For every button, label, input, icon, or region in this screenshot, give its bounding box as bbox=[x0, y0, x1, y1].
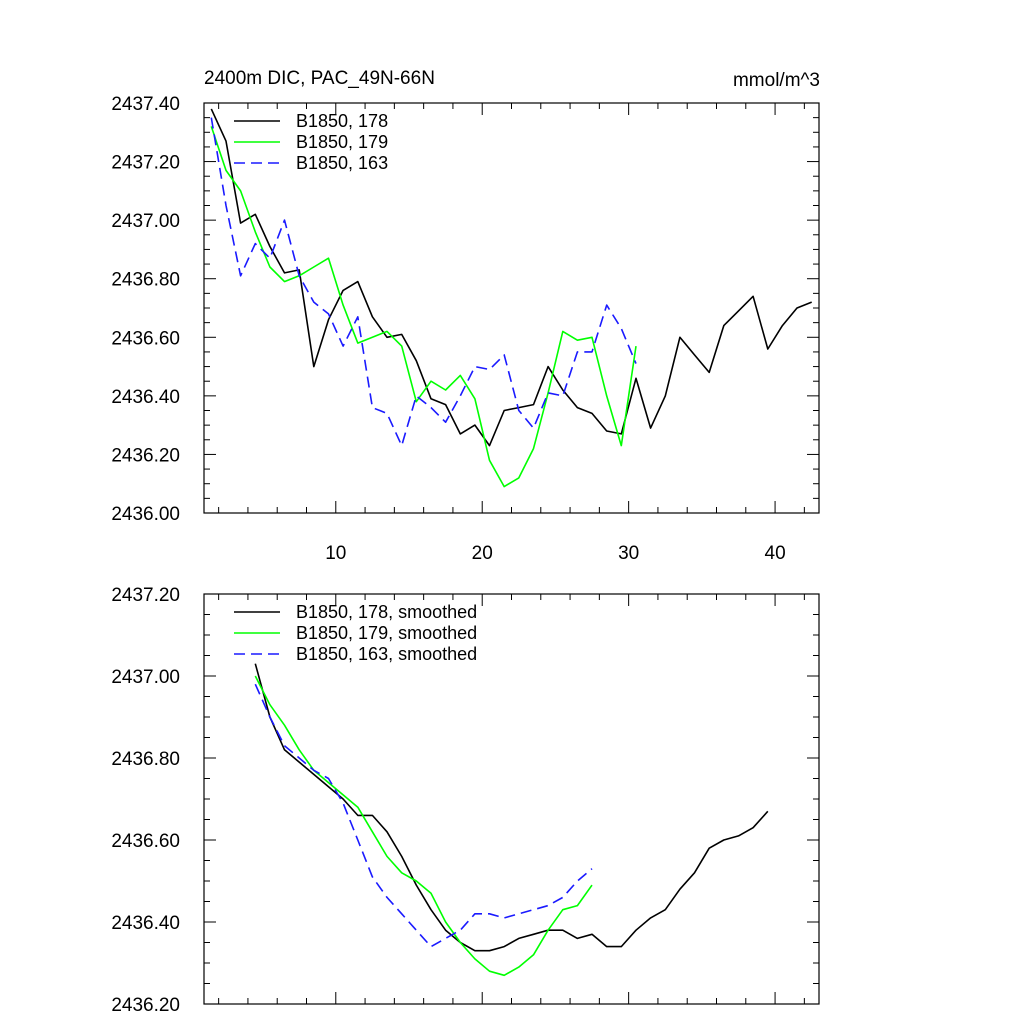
top-panel: 2400m DIC, PAC_49N-66N mmol/m^3 2436.002… bbox=[111, 68, 820, 564]
top-ytick-label: 2436.20 bbox=[111, 445, 180, 466]
bottom-panel-ticks: 2436.20 2436.40 2436.60 2436.80 2437.00 2437.… bbox=[111, 585, 819, 1016]
top-ytick-label: 2437.00 bbox=[111, 211, 180, 232]
top-series-line-1 bbox=[210, 108, 812, 447]
top-panel-series bbox=[210, 108, 812, 488]
bottom-legend-label: B1850, 178, smoothed bbox=[296, 602, 477, 622]
bottom-series-line-3 bbox=[254, 683, 593, 948]
top-xtick-label: 10 bbox=[325, 543, 346, 564]
top-xtick-label: 30 bbox=[618, 543, 639, 564]
top-ytick-label: 2436.00 bbox=[111, 504, 180, 525]
top-ytick-label: 2437.20 bbox=[111, 153, 180, 174]
bottom-panel-series bbox=[254, 663, 769, 977]
bottom-ytick-label: 2436.40 bbox=[111, 913, 180, 934]
top-legend-label: B1850, 179 bbox=[296, 132, 388, 152]
top-ytick-label: 2436.80 bbox=[111, 270, 180, 291]
bottom-panel-frame bbox=[203, 593, 820, 1005]
top-xtick-label: 20 bbox=[472, 543, 493, 564]
bottom-legend-label: B1850, 179, smoothed bbox=[296, 623, 477, 643]
top-panel-ticks: 2436.00 2436.20 2436.40 2436.60 2436.80 2437.… bbox=[111, 94, 819, 564]
top-ytick-label: 2436.40 bbox=[111, 387, 180, 408]
bottom-legend-label: B1850, 163, smoothed bbox=[296, 644, 477, 664]
top-ytick-label: 2437.40 bbox=[111, 94, 180, 115]
top-panel-title: 2400m DIC, PAC_49N-66N bbox=[204, 68, 435, 89]
top-xtick-label: 40 bbox=[765, 543, 786, 564]
top-ytick-label: 2436.60 bbox=[111, 328, 180, 349]
bottom-ytick-label: 2436.60 bbox=[111, 831, 180, 852]
bottom-series-line-2 bbox=[254, 675, 593, 977]
bottom-ytick-label: 2437.20 bbox=[111, 585, 180, 606]
bottom-panel: 2436.20 2436.40 2436.60 2436.80 2437.00 2437.… bbox=[111, 585, 820, 1016]
top-series-line-2 bbox=[210, 126, 637, 488]
top-legend-label: B1850, 163 bbox=[296, 153, 388, 173]
top-series-line-3 bbox=[210, 117, 637, 447]
top-legend-label: B1850, 178 bbox=[296, 111, 388, 131]
bottom-ytick-label: 2436.80 bbox=[111, 749, 180, 770]
bottom-ytick-label: 2437.00 bbox=[111, 667, 180, 688]
top-panel-units: mmol/m^3 bbox=[733, 70, 820, 91]
bottom-series-line-1 bbox=[254, 663, 769, 952]
top-panel-frame bbox=[203, 102, 820, 514]
bottom-ytick-label: 2436.20 bbox=[111, 995, 180, 1016]
